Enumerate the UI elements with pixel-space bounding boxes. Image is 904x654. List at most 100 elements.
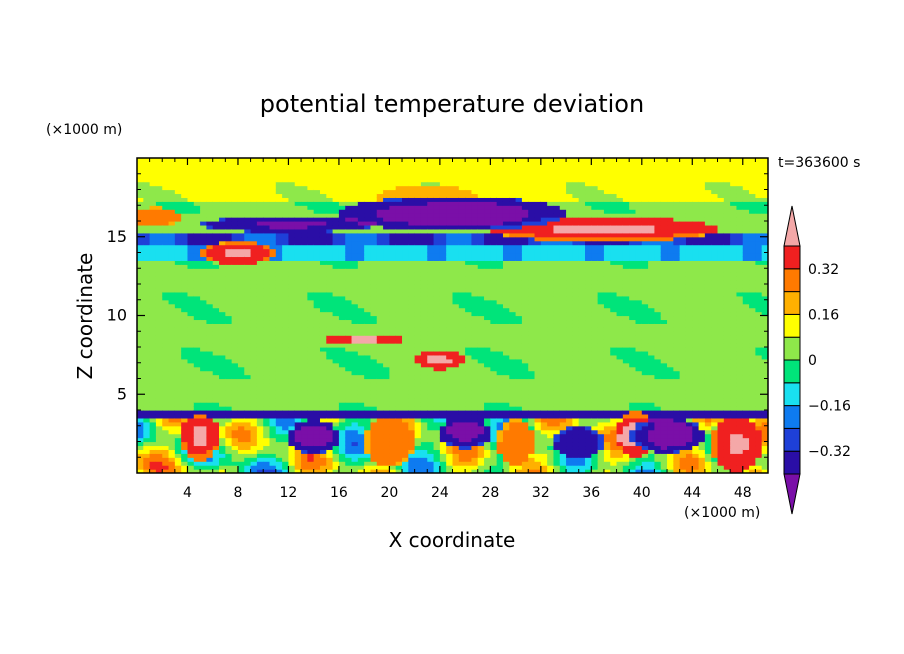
heatmap-cell: [237, 398, 245, 403]
heatmap-cell: [509, 272, 517, 277]
heatmap-cell: [521, 291, 529, 297]
heatmap-cell: [446, 453, 454, 458]
heatmap-cell: [345, 331, 353, 336]
heatmap-cell: [477, 272, 485, 277]
heatmap-cell: [471, 413, 479, 419]
heatmap-cell: [477, 177, 485, 183]
heatmap-cell: [465, 252, 473, 258]
heatmap-cell: [187, 189, 195, 195]
heatmap-cell: [370, 350, 378, 356]
heatmap-cell: [477, 327, 485, 332]
heatmap-cell: [370, 256, 378, 261]
heatmap-cell: [389, 268, 397, 273]
heatmap-cell: [338, 240, 346, 246]
heatmap-cell: [263, 280, 271, 285]
heatmap-cell: [502, 441, 510, 447]
heatmap-cell: [231, 315, 239, 321]
heatmap-cell: [383, 370, 390, 376]
heatmap-cell: [408, 417, 416, 423]
heatmap-cell: [484, 291, 491, 297]
heatmap-cell: [383, 268, 390, 273]
heatmap-cell: [477, 398, 485, 403]
heatmap-cell: [155, 260, 163, 265]
heatmap-cell: [313, 445, 321, 450]
heatmap-cell: [231, 169, 239, 175]
heatmap-cell: [155, 303, 163, 309]
heatmap-cell: [370, 165, 378, 171]
heatmap-cell: [521, 445, 529, 450]
heatmap-cell: [326, 185, 334, 191]
heatmap-cell: [383, 236, 390, 242]
heatmap-cell: [502, 417, 510, 423]
heatmap-cell: [250, 217, 258, 222]
heatmap-cell: [269, 457, 277, 462]
heatmap-cell: [162, 402, 170, 407]
heatmap-cell: [465, 335, 473, 340]
heatmap-cell: [269, 433, 277, 439]
heatmap-cell: [294, 429, 302, 435]
heatmap-cell: [326, 315, 334, 321]
heatmap-cell: [237, 169, 245, 175]
heatmap-cell: [338, 217, 346, 222]
heatmap-cell: [301, 350, 308, 356]
heatmap-cell: [326, 224, 334, 230]
heatmap-cell: [307, 366, 315, 372]
heatmap-cell: [389, 291, 397, 297]
heatmap-cell: [471, 291, 479, 297]
heatmap-cell: [313, 374, 321, 380]
heatmap-cell: [395, 358, 403, 364]
heatmap-cell: [319, 291, 327, 297]
heatmap-cell: [225, 354, 233, 360]
heatmap-cell: [477, 469, 485, 473]
heatmap-cell: [212, 453, 220, 458]
heatmap-cell: [370, 197, 378, 202]
heatmap-cell: [465, 240, 473, 246]
heatmap-cell: [155, 248, 163, 254]
heatmap-cell: [515, 205, 523, 210]
heatmap-cell: [402, 319, 409, 324]
heatmap-cell: [174, 161, 182, 167]
heatmap-cell: [338, 260, 346, 265]
heatmap-cell: [509, 421, 517, 427]
heatmap-cell: [439, 382, 447, 387]
heatmap-cell: [496, 205, 504, 210]
heatmap-cell: [515, 260, 523, 265]
heatmap-cell: [187, 429, 195, 435]
heatmap-cell: [275, 205, 283, 210]
heatmap-cell: [477, 417, 485, 423]
heatmap-cell: [471, 307, 479, 313]
heatmap-cell: [458, 453, 466, 458]
heatmap-cell: [427, 343, 435, 348]
heatmap-cell: [225, 358, 233, 364]
heatmap-cell: [301, 445, 308, 450]
heatmap-cell: [458, 193, 466, 198]
heatmap-cell: [376, 358, 384, 364]
heatmap-cell: [269, 236, 277, 242]
heatmap-cell: [521, 193, 529, 198]
heatmap-cell: [307, 461, 315, 466]
heatmap-cell: [181, 287, 189, 293]
heatmap-cell: [206, 429, 214, 435]
heatmap-cell: [465, 158, 473, 163]
heatmap-cell: [282, 232, 290, 238]
heatmap-cell: [420, 433, 428, 439]
heatmap-cell: [181, 315, 189, 321]
heatmap-cell: [364, 193, 372, 198]
heatmap-cell: [490, 315, 498, 321]
heatmap-cell: [225, 469, 233, 473]
heatmap-cell: [433, 425, 441, 431]
heatmap-cell: [427, 358, 435, 364]
heatmap-cell: [225, 386, 233, 391]
heatmap-cell: [402, 410, 409, 415]
heatmap-cell: [395, 441, 403, 447]
heatmap-cell: [332, 303, 340, 309]
heatmap-cell: [269, 295, 277, 301]
heatmap-cell: [484, 469, 491, 473]
heatmap-cell: [225, 449, 233, 454]
heatmap-cell: [427, 287, 435, 293]
heatmap-cell: [389, 315, 397, 321]
heatmap-cell: [168, 189, 176, 195]
heatmap-cell: [263, 173, 271, 179]
heatmap-cell: [458, 362, 466, 368]
heatmap-cell: [269, 287, 277, 293]
